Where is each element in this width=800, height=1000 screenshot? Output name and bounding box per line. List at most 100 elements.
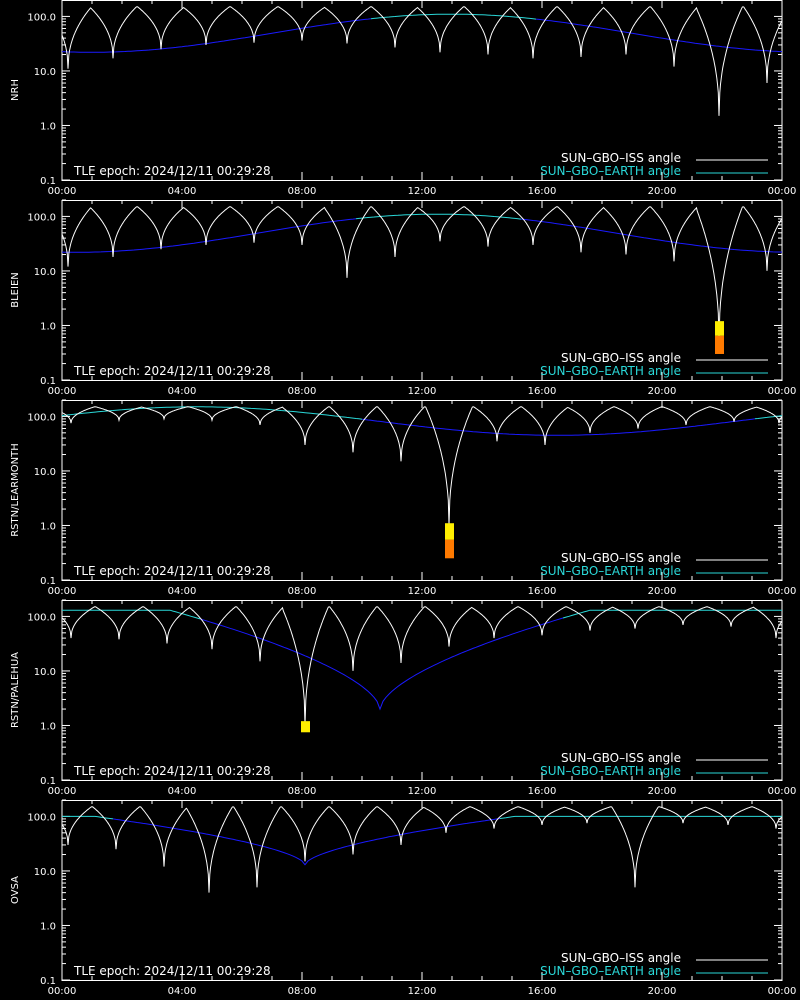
x-tick-label: 08:00 bbox=[288, 586, 317, 597]
y-tick-label: 1.0 bbox=[40, 321, 56, 332]
x-tick-label: 12:00 bbox=[408, 186, 437, 197]
x-tick-label: 00:00 bbox=[768, 386, 797, 397]
x-tick-label: 08:00 bbox=[288, 386, 317, 397]
earth-angle-line bbox=[499, 815, 782, 819]
x-tick-label: 00:00 bbox=[768, 986, 797, 997]
tle-epoch-text: TLE epoch: 2024/12/11 00:29:28 bbox=[73, 364, 271, 378]
iss-angle-line bbox=[61, 6, 783, 116]
x-tick-label: 16:00 bbox=[528, 586, 557, 597]
earth-angle-line bbox=[355, 213, 522, 220]
y-tick-label: 10.0 bbox=[34, 67, 56, 78]
legend-iss-label: SUN–GBO–ISS angle bbox=[561, 151, 681, 165]
earth-angle-line bbox=[535, 18, 783, 53]
flag-orange bbox=[445, 539, 454, 559]
x-tick-label: 20:00 bbox=[648, 786, 677, 797]
iss-angle-line bbox=[61, 206, 783, 342]
y-tick-label: 0.1 bbox=[40, 176, 56, 187]
earth-angle-line bbox=[562, 609, 782, 619]
x-tick-label: 00:00 bbox=[768, 186, 797, 197]
earth-angle-line bbox=[361, 418, 756, 436]
panel-nrh: 100.010.01.00.100:00 04:00 08:00 12:00 16:00… bbox=[10, 0, 796, 197]
flag-yellow bbox=[715, 321, 724, 336]
legend-iss-label: SUN–GBO–ISS angle bbox=[561, 351, 681, 365]
x-tick-label: 00:00 bbox=[48, 586, 77, 597]
panel-ovsa: 100.010.01.00.100:00 04:00 08:00 12:00 16:00… bbox=[10, 799, 797, 997]
legend-earth-label: SUN–GBO–EARTH angle bbox=[540, 364, 681, 378]
iss-angle-line bbox=[61, 406, 783, 526]
y-axis-label: BLEIEN bbox=[10, 272, 21, 308]
y-tick-label: 100.0 bbox=[27, 212, 56, 223]
flag-orange bbox=[715, 335, 724, 354]
legend-iss-label: SUN–GBO–ISS angle bbox=[561, 751, 681, 765]
x-tick-label: 12:00 bbox=[408, 586, 437, 597]
tle-epoch-text: TLE epoch: 2024/12/11 00:29:28 bbox=[73, 564, 271, 578]
tle-epoch-text: TLE epoch: 2024/12/11 00:29:28 bbox=[73, 764, 271, 778]
y-axis-label: OVSA bbox=[10, 876, 21, 904]
tle-epoch-text: TLE epoch: 2024/12/11 00:29:28 bbox=[73, 164, 271, 178]
legend-earth-label: SUN–GBO–EARTH angle bbox=[540, 564, 681, 578]
x-tick-label: 20:00 bbox=[648, 186, 677, 197]
y-tick-label: 10.0 bbox=[34, 267, 56, 278]
y-tick-label: 10.0 bbox=[34, 867, 56, 878]
earth-angle-line bbox=[370, 13, 537, 20]
earth-angle-line bbox=[61, 406, 363, 420]
x-tick-label: 04:00 bbox=[168, 186, 197, 197]
earth-angle-line bbox=[62, 609, 201, 620]
iss-angle-line bbox=[61, 606, 783, 726]
x-tick-label: 08:00 bbox=[288, 986, 317, 997]
x-tick-label: 04:00 bbox=[168, 386, 197, 397]
x-tick-label: 12:00 bbox=[408, 786, 437, 797]
x-tick-label: 00:00 bbox=[48, 186, 77, 197]
iss-angle-line bbox=[61, 806, 783, 893]
tle-epoch-text: TLE epoch: 2024/12/11 00:29:28 bbox=[73, 964, 271, 978]
x-tick-label: 16:00 bbox=[528, 786, 557, 797]
x-tick-label: 04:00 bbox=[168, 586, 197, 597]
y-tick-label: 10.0 bbox=[34, 467, 56, 478]
x-tick-label: 20:00 bbox=[648, 586, 677, 597]
y-tick-label: 1.0 bbox=[40, 721, 56, 732]
y-tick-label: 1.0 bbox=[40, 921, 56, 932]
legend-iss-label: SUN–GBO–ISS angle bbox=[561, 951, 681, 965]
flag-yellow bbox=[445, 523, 454, 540]
legend-earth-label: SUN–GBO–EARTH angle bbox=[540, 764, 681, 778]
x-tick-label: 00:00 bbox=[48, 986, 77, 997]
earth-angle-line bbox=[62, 815, 114, 820]
panel-rstn-palehua: 100.010.01.00.100:00 04:00 08:00 12:00 16:00… bbox=[10, 599, 797, 797]
x-tick-label: 00:00 bbox=[768, 586, 797, 597]
y-tick-label: 100.0 bbox=[27, 412, 56, 423]
y-tick-label: 10.0 bbox=[34, 667, 56, 678]
x-tick-label: 16:00 bbox=[528, 386, 557, 397]
x-tick-label: 12:00 bbox=[408, 386, 437, 397]
y-tick-label: 1.0 bbox=[40, 121, 56, 132]
y-tick-label: 100.0 bbox=[27, 612, 56, 623]
earth-angle-line bbox=[112, 818, 501, 866]
x-tick-label: 12:00 bbox=[408, 986, 437, 997]
y-axis-label: NRH bbox=[10, 79, 21, 101]
earth-angle-line bbox=[520, 218, 783, 253]
y-axis-label: RSTN/PALEHUA bbox=[10, 652, 21, 728]
y-tick-label: 0.1 bbox=[40, 376, 56, 387]
x-tick-label: 04:00 bbox=[168, 986, 197, 997]
x-tick-label: 20:00 bbox=[648, 986, 677, 997]
x-tick-label: 04:00 bbox=[168, 786, 197, 797]
x-tick-label: 00:00 bbox=[48, 386, 77, 397]
y-tick-label: 100.0 bbox=[27, 12, 56, 23]
x-tick-label: 00:00 bbox=[768, 786, 797, 797]
y-tick-label: 1.0 bbox=[40, 521, 56, 532]
earth-angle-line bbox=[199, 617, 564, 711]
y-tick-label: 0.1 bbox=[40, 576, 56, 587]
x-tick-label: 08:00 bbox=[288, 786, 317, 797]
x-tick-label: 20:00 bbox=[648, 386, 677, 397]
legend-iss-label: SUN–GBO–ISS angle bbox=[561, 551, 681, 565]
flag-yellow bbox=[301, 721, 310, 733]
x-tick-label: 00:00 bbox=[48, 786, 77, 797]
earth-angle-line bbox=[61, 18, 372, 53]
earth-angle-line bbox=[61, 218, 357, 253]
panel-rstn-learmonth: 100.010.01.00.100:00 04:00 08:00 12:00 16:00… bbox=[10, 399, 797, 597]
legend-earth-label: SUN–GBO–EARTH angle bbox=[540, 164, 681, 178]
earth-angle-line bbox=[754, 415, 783, 420]
y-tick-label: 100.0 bbox=[27, 812, 56, 823]
y-axis-label: RSTN/LEARMONTH bbox=[10, 443, 21, 537]
x-tick-label: 16:00 bbox=[528, 186, 557, 197]
